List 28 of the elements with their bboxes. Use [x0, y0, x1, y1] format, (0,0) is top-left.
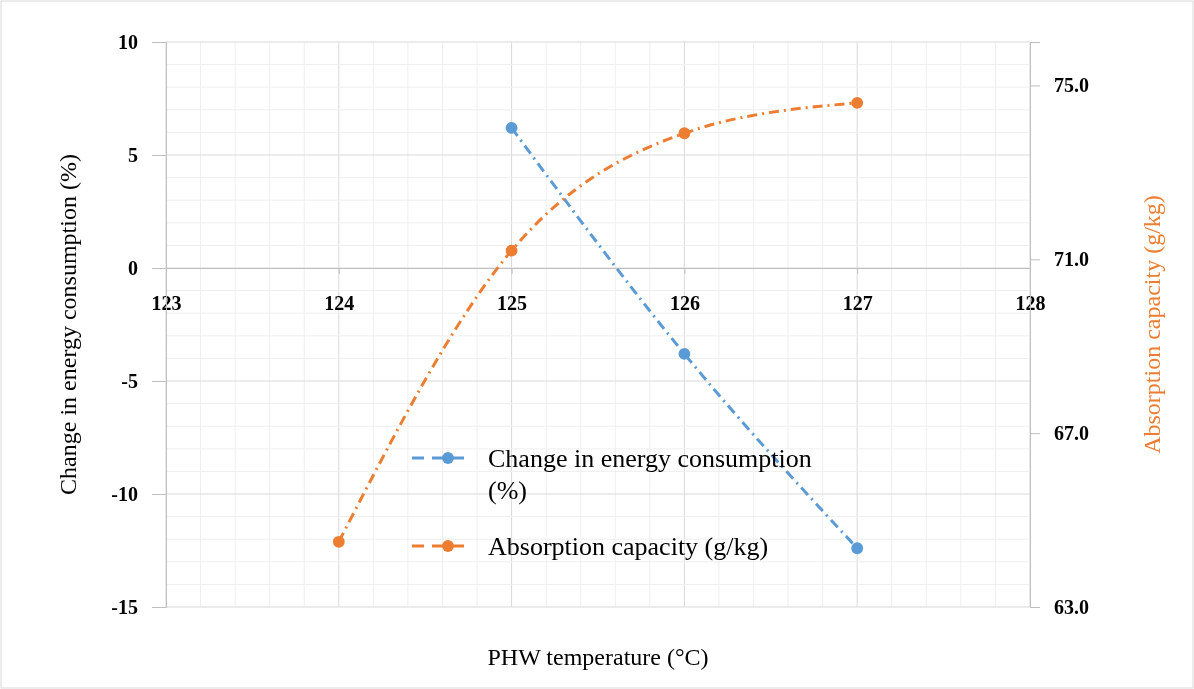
point [332, 535, 345, 548]
y2-tick-label: 71.0 [1054, 248, 1089, 271]
y2-tick-label: 67.0 [1054, 422, 1089, 445]
point [505, 121, 518, 134]
x-tick-label: 126 [669, 292, 700, 315]
y-axis-title: Change in energy consumption (%) [55, 154, 81, 495]
point [678, 347, 691, 360]
y2-axis-title: Absorption capacity (g/kg) [1139, 195, 1165, 454]
x-tick-label: 128 [1015, 292, 1046, 315]
x-tick-label: 127 [842, 292, 873, 315]
y-tick-label: 10 [118, 30, 138, 53]
y-tick-label: 0 [128, 256, 138, 279]
x-axis-title: PHW temperature (°C) [487, 644, 709, 670]
x-tick-label: 125 [497, 292, 528, 315]
y-tick-label: -10 [111, 482, 138, 505]
y2-tick-label: 63.0 [1054, 595, 1089, 618]
x-tick-label: 123 [151, 292, 182, 315]
x-tick-label: 124 [324, 292, 355, 315]
legend-label: Change in energy consumption (%) [488, 444, 812, 505]
y-tick-label: -5 [121, 369, 138, 392]
y-tick-label: -15 [111, 595, 138, 618]
point [505, 244, 518, 257]
point [851, 542, 864, 555]
y-tick-label: 5 [128, 143, 138, 166]
point [678, 127, 691, 140]
point [851, 96, 864, 109]
y2-tick-label: 75.0 [1054, 74, 1089, 97]
legend-label: Absorption capacity (g/kg) [488, 532, 769, 561]
